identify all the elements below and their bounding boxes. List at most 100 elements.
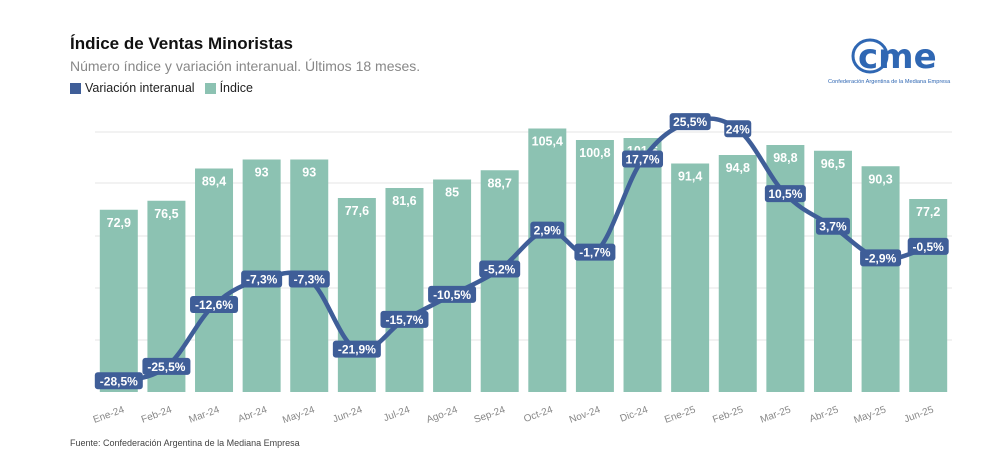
- line-point: -21,9%: [332, 340, 381, 358]
- bar-label: 94,8: [726, 161, 750, 175]
- line-label: -0,5%: [913, 240, 945, 254]
- x-tick-label: Feb-24: [140, 404, 174, 425]
- line-label: -21,9%: [338, 343, 376, 357]
- x-tick-label: Mar-25: [759, 404, 793, 425]
- bar-label: 81,6: [392, 194, 416, 208]
- line-label-box: [764, 185, 806, 203]
- logo-text: cme: [858, 37, 937, 77]
- bar-indice: [99, 209, 138, 392]
- line-label: -5,2%: [484, 262, 516, 276]
- x-tick-label: Jul-24: [382, 404, 412, 424]
- legend-swatch-variacion: [70, 82, 81, 94]
- line-label-box: [142, 357, 191, 375]
- line-point: -1,7%: [574, 243, 616, 261]
- bar-indice: [337, 198, 376, 392]
- line-label-box: [94, 372, 143, 390]
- line-label: -7,3%: [246, 273, 278, 287]
- bar-label: 76,5: [154, 207, 178, 221]
- bar-label: 91,4: [678, 170, 702, 184]
- line-label-box: [574, 243, 616, 261]
- x-tick-label: Jun-24: [331, 404, 364, 425]
- bar-indice: [813, 150, 852, 392]
- line-label-box: [622, 150, 664, 168]
- chart-subtitle: Número índice y variación interanual. Úl…: [70, 58, 421, 74]
- bar-indice: [909, 199, 948, 392]
- x-tick-label: Ene-24: [92, 404, 126, 426]
- chart-legend: Variación interanual Índice: [70, 81, 263, 95]
- line-point: 10,5%: [764, 185, 806, 203]
- x-tick-label: Abr-24: [237, 404, 269, 425]
- x-tick-label: Feb-25: [711, 404, 745, 425]
- bar-label: 77,6: [345, 204, 369, 218]
- bar-label: 96,5: [821, 157, 845, 171]
- line-point: -2,9%: [860, 249, 902, 267]
- line-point: 3,7%: [815, 217, 850, 235]
- x-tick-label: Oct-24: [522, 404, 554, 425]
- logo-subtitle: Confederación Argentina de la Mediana Em…: [828, 79, 951, 85]
- line-label-box: [907, 237, 949, 255]
- line-label: 2,9%: [534, 224, 562, 238]
- bar-label: 100,8: [579, 146, 610, 160]
- line-point: -0,5%: [907, 237, 949, 255]
- line-label-box: [479, 260, 521, 278]
- line-label-box: [380, 310, 429, 328]
- x-tick-label: May-25: [852, 404, 888, 426]
- line-label: -15,7%: [385, 313, 423, 327]
- bar-label: 93: [302, 166, 316, 180]
- line-label-box: [190, 295, 239, 313]
- line-label-box: [428, 285, 477, 303]
- line-label: 25,5%: [673, 115, 707, 129]
- line-label: -12,6%: [195, 298, 233, 312]
- chart-title: Índice de Ventas Minoristas: [70, 34, 293, 53]
- line-point: -28,5%: [94, 372, 143, 390]
- bar-indice: [861, 166, 900, 392]
- x-tick-label: Sep-24: [473, 404, 507, 426]
- line-point: -5,2%: [479, 260, 521, 278]
- bar-label: 98,8: [773, 151, 797, 165]
- line-label: -1,7%: [579, 246, 611, 260]
- line-label: -28,5%: [100, 374, 138, 388]
- line-point: 2,9%: [530, 221, 565, 239]
- bar-indice: [575, 140, 614, 392]
- x-tick-label: Ago-24: [425, 404, 459, 426]
- x-tick-label: May-24: [281, 404, 317, 426]
- line-label-box: [724, 120, 752, 138]
- x-tick-label: Dic-24: [619, 404, 650, 424]
- line-point: -7,3%: [288, 270, 330, 288]
- bar-indice: [433, 179, 472, 392]
- line-point: 24%: [724, 120, 752, 138]
- bar-indice: [766, 145, 805, 392]
- line-point: -7,3%: [241, 270, 283, 288]
- bar-indice: [671, 163, 710, 392]
- bar-indice: [385, 188, 424, 392]
- line-label-box: [288, 270, 330, 288]
- x-tick-label: Abr-25: [808, 404, 840, 425]
- line-variacion: [116, 116, 931, 384]
- bar-indice: [480, 170, 519, 392]
- line-label: 24%: [726, 122, 750, 136]
- legend-label-indice: Índice: [219, 81, 253, 95]
- bar-label: 85: [445, 186, 459, 200]
- line-point: -25,5%: [142, 357, 191, 375]
- line-label-box: [815, 217, 850, 235]
- bar-indice: [528, 128, 567, 392]
- legend-item-variacion: Variación interanual: [70, 81, 195, 95]
- source-note: Fuente: Confederación Argentina de la Me…: [70, 438, 300, 448]
- line-label-box: [530, 221, 565, 239]
- x-tick-label: Ene-25: [663, 404, 697, 426]
- bar-label: 72,9: [107, 216, 131, 230]
- line-label: -2,9%: [865, 251, 897, 265]
- line-label-box: [669, 113, 711, 131]
- line-label: -25,5%: [147, 360, 185, 374]
- line-label-box: [332, 340, 381, 358]
- line-label-box: [860, 249, 902, 267]
- bar-label: 93: [255, 166, 269, 180]
- cme-logo: cme: [851, 37, 937, 77]
- bar-indice: [195, 168, 234, 392]
- line-point: 25,5%: [669, 113, 711, 131]
- line-point: 17,7%: [622, 150, 664, 168]
- line-label-box: [241, 270, 283, 288]
- line-label: -10,5%: [433, 288, 471, 302]
- bar-label: 89,4: [202, 175, 226, 189]
